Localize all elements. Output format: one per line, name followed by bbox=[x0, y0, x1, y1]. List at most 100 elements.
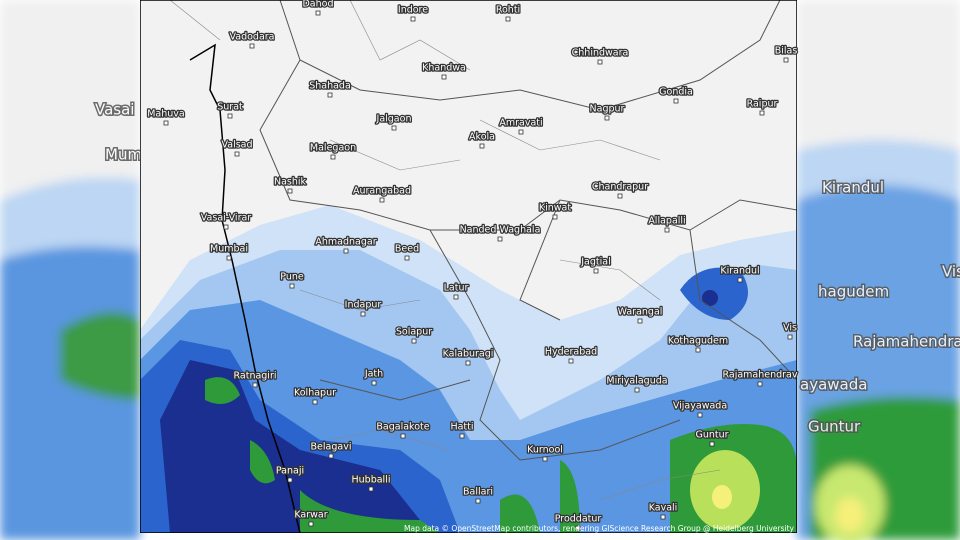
city-label: Warangal bbox=[618, 307, 663, 318]
city-dot bbox=[252, 382, 258, 388]
side-labels: VasaiMumbKirandulhagudemRajamahendravaay… bbox=[94, 99, 960, 437]
city-label: Ballari bbox=[463, 487, 493, 498]
city-dot bbox=[163, 120, 169, 126]
map bbox=[140, 0, 797, 533]
city-label: Kolhapur bbox=[294, 388, 336, 399]
city-dot bbox=[604, 115, 610, 121]
city-dot bbox=[575, 525, 581, 531]
city-dot bbox=[759, 110, 765, 116]
city-label: Valsad bbox=[221, 140, 252, 151]
city-label: Akola bbox=[469, 132, 495, 143]
city-label: Kothagudem bbox=[668, 336, 728, 347]
city-label: Ratnagiri bbox=[234, 371, 277, 382]
city-dot bbox=[312, 399, 318, 405]
attribution: Map data © OpenStreetMap contributors, r… bbox=[404, 524, 795, 533]
city-dot bbox=[505, 16, 511, 22]
city-dot bbox=[697, 412, 703, 418]
city-label: Chandrapur bbox=[592, 182, 648, 193]
city-label: Vadodara bbox=[229, 32, 274, 43]
city-labels: Dahod Indore Rohti Vadodara Chhindwara Bilas K… bbox=[146, 0, 799, 531]
city-label: Dahod bbox=[302, 0, 333, 10]
city-label: Khandwa bbox=[422, 63, 466, 74]
city-dot bbox=[223, 224, 229, 230]
city-label: Rajamahendrav bbox=[722, 370, 797, 381]
city-dot bbox=[637, 318, 643, 324]
city-dot bbox=[226, 255, 232, 261]
city-dot bbox=[617, 193, 623, 199]
city-dot bbox=[441, 74, 447, 80]
city-label: Kavali bbox=[649, 503, 678, 514]
city-dot bbox=[360, 311, 366, 317]
side-label: hagudem bbox=[818, 283, 889, 301]
city-label: Chhindwara bbox=[572, 48, 629, 59]
city-dot bbox=[287, 477, 293, 483]
city-label: Jalgaon bbox=[376, 114, 412, 125]
city-dot bbox=[459, 433, 465, 439]
side-label: Vasai bbox=[95, 101, 134, 119]
city-dot bbox=[597, 59, 603, 65]
city-dot bbox=[593, 268, 599, 274]
side-label: ayawada bbox=[800, 376, 867, 394]
city-dot bbox=[368, 486, 374, 492]
city-dot bbox=[391, 125, 397, 131]
city-label: Mahuva bbox=[147, 109, 185, 120]
city-dot bbox=[453, 294, 459, 300]
city-label: Beed bbox=[395, 244, 419, 255]
city-label: Amravati bbox=[499, 118, 542, 129]
city-dot bbox=[660, 514, 666, 520]
city-label: Belagavi bbox=[311, 442, 352, 453]
city-dot bbox=[308, 521, 314, 527]
city-label: Malegaon bbox=[310, 143, 356, 154]
city-label: Mumbai bbox=[210, 244, 248, 255]
city-label: Proddatur bbox=[555, 514, 602, 525]
city-label: Guntur bbox=[695, 430, 728, 441]
city-dot bbox=[328, 453, 334, 459]
city-dot bbox=[227, 113, 233, 119]
city-label: Vijayawada bbox=[673, 401, 727, 412]
city-label: Hyderabad bbox=[545, 347, 597, 358]
side-label: Rajamahendrava bbox=[853, 333, 960, 351]
city-label: Kurnool bbox=[527, 445, 563, 456]
city-label: Miriyalaguda bbox=[606, 376, 667, 387]
side-label: Vis bbox=[942, 263, 960, 281]
city-dot bbox=[400, 433, 406, 439]
city-label: Hatti bbox=[450, 422, 473, 433]
city-dot bbox=[371, 380, 377, 386]
city-label: Allapalli bbox=[648, 216, 685, 227]
city-label: Latur bbox=[444, 283, 469, 294]
city-label: Nagpur bbox=[590, 104, 625, 115]
city-dot bbox=[475, 498, 481, 504]
city-dot bbox=[315, 10, 321, 16]
city-dot bbox=[249, 43, 255, 49]
city-dot bbox=[479, 143, 485, 149]
city-dot bbox=[518, 129, 524, 135]
city-dot bbox=[634, 387, 640, 393]
city-dot bbox=[709, 441, 715, 447]
city-dot bbox=[343, 248, 349, 254]
city-dot bbox=[542, 456, 548, 462]
city-label: Bagalakote bbox=[376, 422, 429, 433]
city-dot bbox=[757, 381, 763, 387]
city-label: Jath bbox=[364, 369, 383, 380]
city-label: Kinwat bbox=[539, 203, 571, 214]
city-label: Rohti bbox=[496, 5, 520, 16]
city-dot bbox=[404, 255, 410, 261]
city-label: Panaji bbox=[276, 466, 304, 477]
city-label: Aurangabad bbox=[353, 186, 411, 197]
city-label: Indore bbox=[398, 5, 428, 16]
city-dot bbox=[568, 358, 574, 364]
city-label: Nashik bbox=[274, 177, 307, 188]
city-label: Kalaburagi bbox=[443, 349, 494, 360]
side-label: Kirandul bbox=[822, 179, 884, 197]
city-label: Vis bbox=[783, 323, 797, 334]
city-label: Jagtial bbox=[580, 257, 610, 268]
city-label: Nanded Waghala bbox=[460, 225, 541, 236]
city-label: Indapur bbox=[345, 300, 382, 311]
city-dot bbox=[287, 188, 293, 194]
city-dot bbox=[552, 214, 558, 220]
city-label: Shahada bbox=[309, 81, 351, 92]
city-dot bbox=[379, 197, 385, 203]
city-dot bbox=[327, 92, 333, 98]
